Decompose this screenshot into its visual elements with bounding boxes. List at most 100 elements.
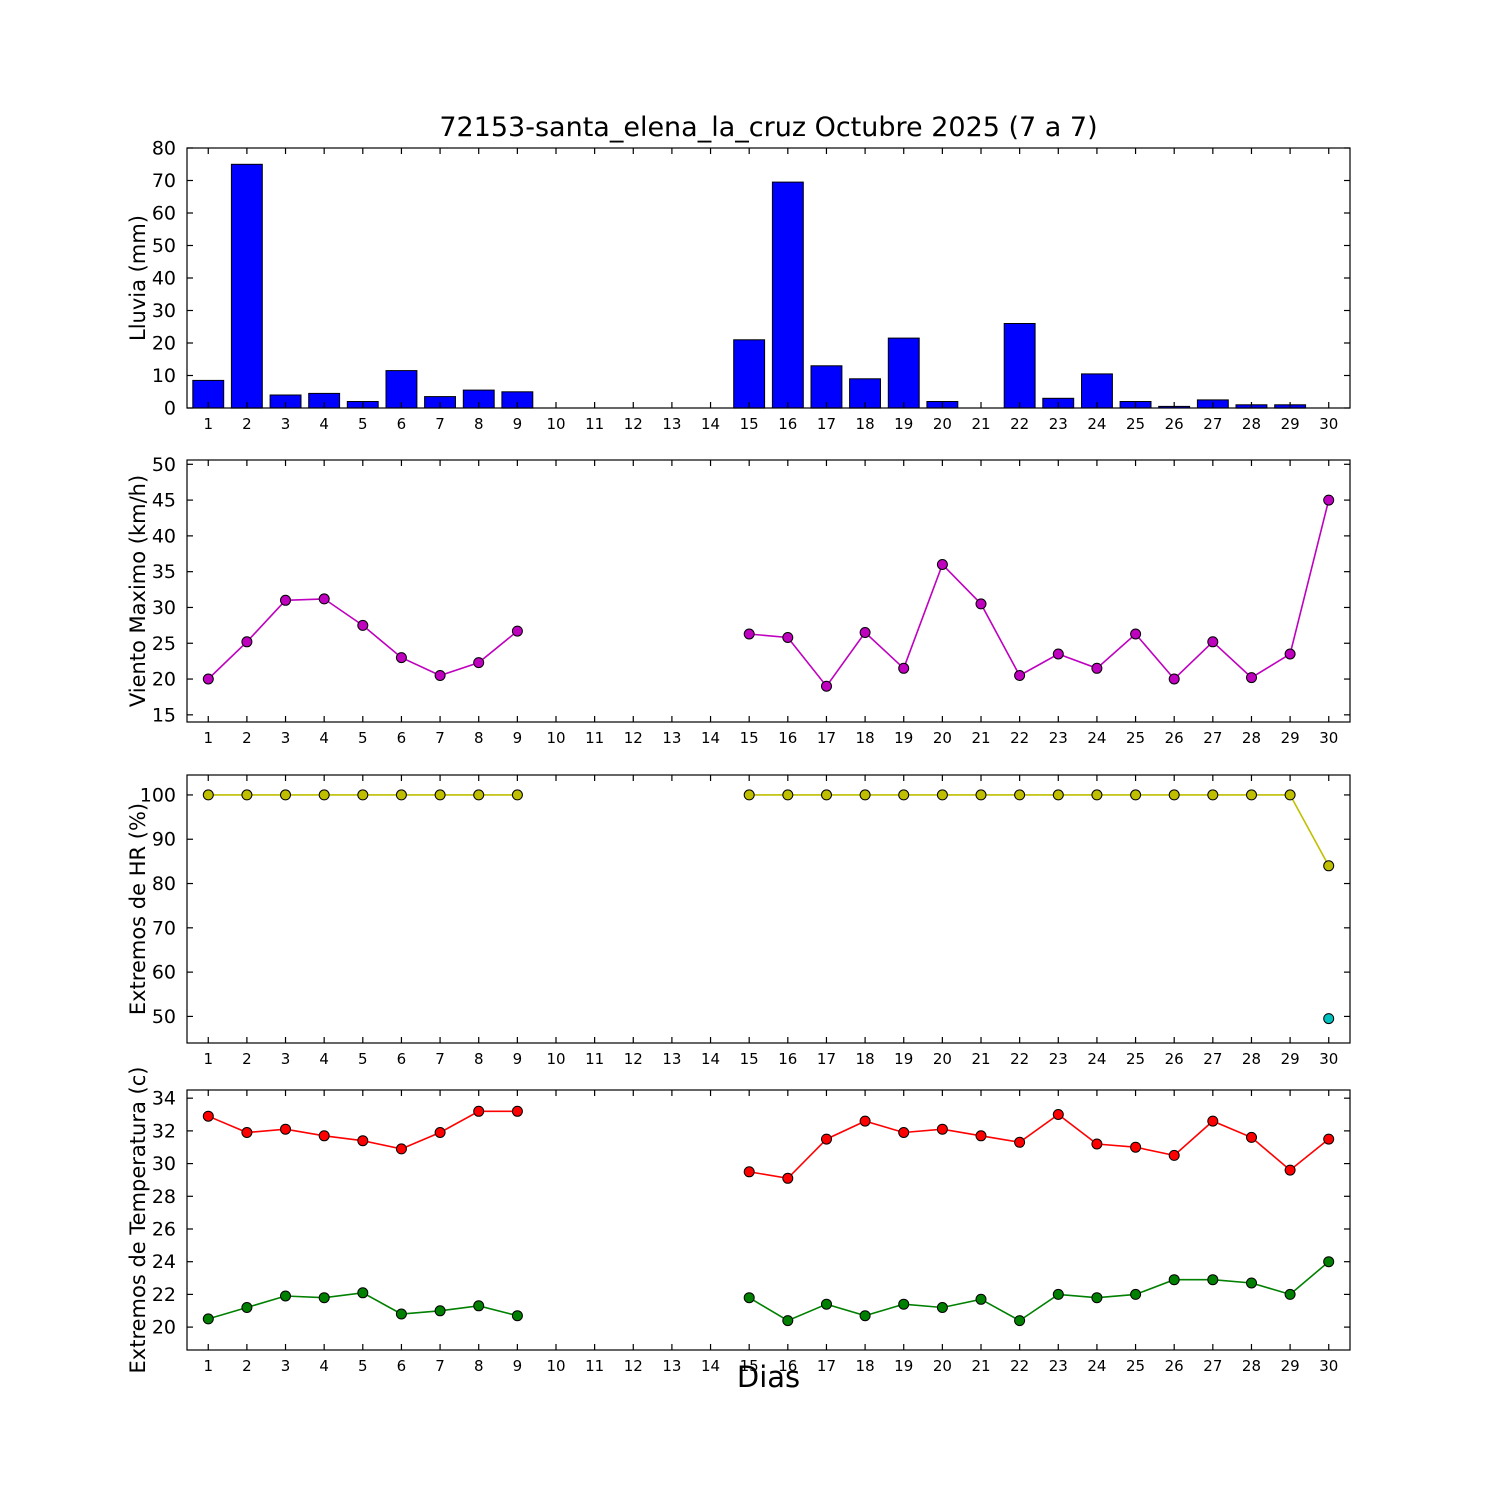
temperatura-maxima-point <box>318 1130 330 1142</box>
temperatura-maxima-line <box>207 1110 1330 1180</box>
y-tick-label: 24 <box>152 1251 176 1273</box>
figure-title: 72153-santa_elena_la_cruz Octubre 2025 (… <box>439 112 1098 143</box>
x-tick-label: 19 <box>894 415 913 433</box>
temperatura-minima-point <box>318 1292 330 1304</box>
x-tick-label: 25 <box>1126 1050 1145 1068</box>
viento-maximo-point <box>318 593 330 605</box>
temperatura-minima-point <box>782 1315 794 1327</box>
x-tick-label: 24 <box>1087 729 1106 747</box>
x-tick-label: 23 <box>1049 1050 1068 1068</box>
x-tick-label: 15 <box>740 729 759 747</box>
x-tick-label: 18 <box>856 415 875 433</box>
x-tick-label: 14 <box>701 415 720 433</box>
x-tick-label: 20 <box>933 729 952 747</box>
temperatura-minima-point <box>859 1310 871 1322</box>
axes-frame <box>186 459 1351 723</box>
rain-bar <box>1003 323 1036 409</box>
x-tick-label: 14 <box>701 729 720 747</box>
viento-maximo-point <box>782 632 794 643</box>
y-tick-label: 20 <box>152 1317 176 1339</box>
y-tick-label: 32 <box>152 1120 176 1142</box>
x-tick-label: 3 <box>281 415 291 433</box>
x-tick-label: 15 <box>740 1357 759 1375</box>
x-tick-label: 24 <box>1087 1050 1106 1068</box>
viento-maximo-point <box>1284 648 1296 660</box>
x-tick-label: 26 <box>1165 1357 1184 1375</box>
temperatura-maxima-point <box>975 1130 987 1142</box>
y-tick-label: 26 <box>152 1218 176 1240</box>
y-tick-label: 90 <box>152 829 176 851</box>
temperatura-minima-point <box>1207 1274 1219 1286</box>
temperatura-minima-point <box>975 1293 987 1305</box>
y-tick-label: 30 <box>152 300 176 322</box>
x-tick-label: 5 <box>358 1357 368 1375</box>
temperatura-minima-point <box>202 1313 214 1325</box>
y-tick-label: 40 <box>152 268 176 290</box>
temperatura-maxima-point <box>1168 1149 1180 1161</box>
rain-bar <box>771 181 804 409</box>
x-tick-label: 10 <box>546 1050 565 1068</box>
x-tick-label: 29 <box>1281 1050 1300 1068</box>
temperatura-maxima-point <box>859 1115 871 1127</box>
hr-maxima-point <box>318 789 330 801</box>
x-tick-label: 23 <box>1049 1357 1068 1375</box>
viento-maximo-point <box>434 670 446 681</box>
viento-maximo-point <box>473 657 485 669</box>
rain-bar <box>230 163 263 409</box>
y-tick-label: 28 <box>152 1186 176 1208</box>
x-tick-label: 21 <box>971 729 990 747</box>
x-tick-label: 6 <box>397 415 407 433</box>
y-tick-label: 34 <box>152 1088 176 1110</box>
temperatura-maxima-point <box>743 1166 755 1178</box>
y-tick-label: 22 <box>152 1284 176 1306</box>
viento-maximo-point <box>511 625 523 637</box>
viento-maximo-point <box>241 636 253 648</box>
temperatura-maxima-point <box>395 1143 407 1155</box>
x-tick-label: 29 <box>1281 729 1300 747</box>
x-tick-label: 30 <box>1319 729 1338 747</box>
temperatura-minima-point <box>357 1287 369 1299</box>
x-tick-label: 9 <box>513 729 523 747</box>
hr-maxima-point <box>1091 789 1103 801</box>
x-tick-label: 12 <box>624 415 643 433</box>
x-tick-label: 19 <box>894 729 913 747</box>
x-tick-label: 10 <box>546 729 565 747</box>
rain-bar <box>887 337 920 409</box>
x-tick-label: 29 <box>1281 1357 1300 1375</box>
hr-maxima-point <box>1207 789 1219 801</box>
x-tick-label: 7 <box>435 1050 445 1068</box>
x-tick-label: 1 <box>203 729 213 747</box>
x-tick-label: 30 <box>1319 1357 1338 1375</box>
viento-maximo-point <box>975 598 987 610</box>
x-tick-label: 14 <box>701 1050 720 1068</box>
y-tick-label: 45 <box>152 490 176 512</box>
x-tick-label: 16 <box>778 1357 797 1375</box>
x-tick-label: 20 <box>933 415 952 433</box>
rain-bar <box>733 339 766 409</box>
y-tick-label: 20 <box>152 333 176 355</box>
hr-maxima-point <box>473 789 485 801</box>
x-tick-label: 1 <box>203 1050 213 1068</box>
x-tick-label: 3 <box>281 729 291 747</box>
x-tick-label: 5 <box>358 415 368 433</box>
axes-frame <box>186 1089 1351 1351</box>
y-tick-label: 15 <box>152 704 176 726</box>
hr-maxima-point <box>202 789 214 801</box>
x-tick-label: 4 <box>319 415 329 433</box>
temperatura-minima-point <box>1168 1274 1180 1286</box>
y-tick-label: 70 <box>152 917 176 939</box>
temperatura-minima-point <box>241 1302 253 1313</box>
y-tick-label: 10 <box>152 365 176 387</box>
axes-frame <box>186 147 1351 409</box>
y-tick-label: 20 <box>152 669 176 691</box>
x-tick-label: 22 <box>1010 1357 1029 1375</box>
x-tick-label: 17 <box>817 1050 836 1068</box>
x-tick-label: 18 <box>856 729 875 747</box>
y-tick-label: 50 <box>152 1006 176 1028</box>
viento-maximo-point <box>1207 636 1219 648</box>
axes-frame <box>186 774 1351 1044</box>
x-tick-label: 26 <box>1165 729 1184 747</box>
temperatura-minima-point <box>1052 1288 1064 1300</box>
